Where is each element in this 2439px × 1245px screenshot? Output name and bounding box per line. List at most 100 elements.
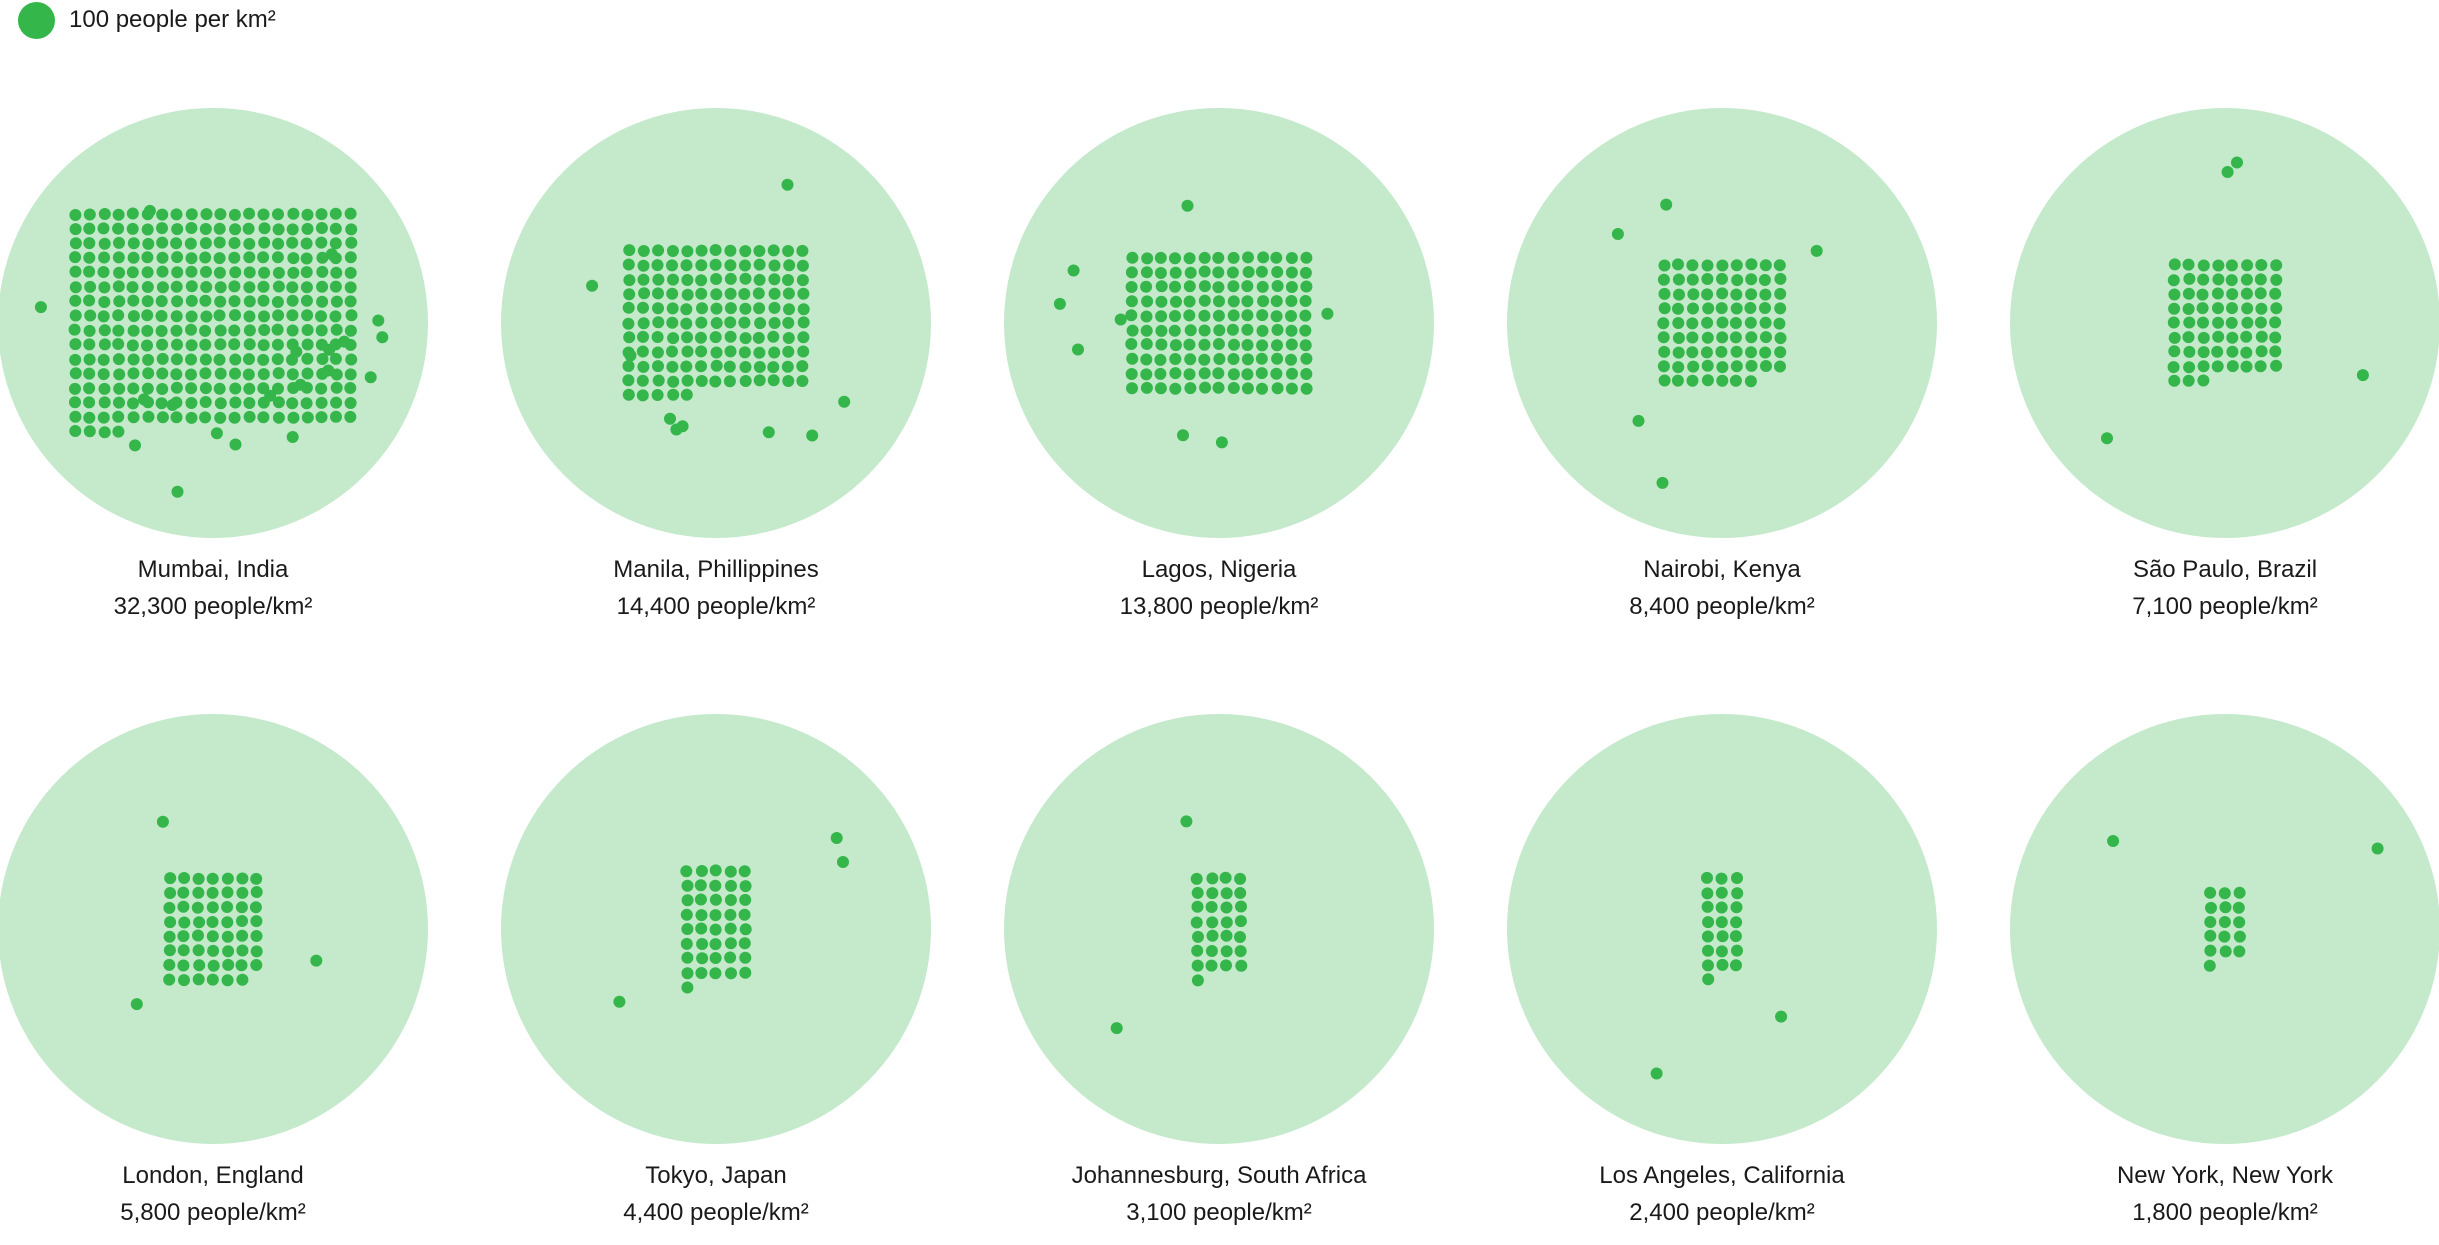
population-dot bbox=[739, 259, 751, 272]
population-dot bbox=[2167, 274, 2180, 287]
population-dot bbox=[156, 338, 169, 351]
population-dot bbox=[235, 901, 248, 914]
population-dot bbox=[192, 973, 205, 986]
population-dot bbox=[1126, 251, 1139, 264]
population-dot bbox=[1169, 280, 1181, 293]
population-dot bbox=[2212, 316, 2225, 329]
city-label: Johannesburg, South Africa 3,100 people/k… bbox=[1004, 1157, 1434, 1231]
population-dot bbox=[185, 222, 198, 234]
population-dot bbox=[1154, 367, 1167, 380]
population-dot bbox=[1687, 302, 1699, 315]
population-dot bbox=[127, 367, 140, 380]
population-dot bbox=[2205, 901, 2217, 914]
population-dot bbox=[667, 375, 680, 388]
population-dot bbox=[141, 295, 154, 308]
population-dot bbox=[1212, 251, 1225, 264]
population-dot bbox=[681, 288, 694, 301]
population-dot bbox=[171, 251, 184, 264]
population-dot bbox=[680, 908, 693, 921]
population-dot bbox=[315, 396, 328, 409]
population-dot bbox=[1759, 346, 1772, 359]
population-dot bbox=[345, 353, 358, 366]
population-dot bbox=[1744, 375, 1757, 388]
population-dot bbox=[1227, 280, 1240, 293]
population-dot bbox=[1227, 309, 1240, 322]
population-dot bbox=[1220, 929, 1233, 942]
population-dot bbox=[1220, 959, 1232, 972]
population-dot bbox=[329, 222, 342, 235]
population-dot bbox=[112, 353, 125, 366]
population-dot bbox=[1730, 345, 1743, 358]
population-dot bbox=[1206, 929, 1219, 942]
population-dot bbox=[127, 294, 140, 307]
population-dot bbox=[301, 367, 314, 380]
population-dot bbox=[69, 223, 82, 236]
population-dot bbox=[272, 396, 285, 409]
population-dot bbox=[141, 339, 153, 352]
population-dot bbox=[1702, 959, 1714, 972]
population-dot bbox=[694, 879, 707, 892]
population-dot bbox=[344, 368, 357, 381]
population-dot bbox=[1744, 316, 1757, 329]
population-dot bbox=[1155, 324, 1168, 337]
population-dot bbox=[228, 208, 241, 221]
population-dot bbox=[228, 324, 241, 337]
population-dot bbox=[1212, 281, 1225, 294]
population-dot bbox=[69, 209, 82, 221]
population-dot bbox=[185, 339, 198, 352]
city-label: Mumbai, India 32,300 people/km² bbox=[0, 551, 428, 625]
population-dot bbox=[126, 339, 139, 352]
population-dot bbox=[1730, 916, 1743, 929]
population-dot bbox=[2232, 901, 2245, 914]
population-dot bbox=[681, 274, 694, 286]
population-dot bbox=[294, 378, 307, 391]
population-dot bbox=[177, 900, 190, 913]
population-dot bbox=[1716, 316, 1729, 329]
city-dot-chart bbox=[501, 108, 931, 538]
population-dot bbox=[113, 295, 126, 308]
population-dot bbox=[193, 959, 206, 972]
population-dot bbox=[680, 317, 693, 330]
population-dot bbox=[2196, 302, 2209, 315]
population-dot bbox=[1299, 339, 1312, 352]
population-dot bbox=[315, 411, 328, 424]
city-density-value: 7,100 people/km² bbox=[2132, 593, 2318, 620]
population-dot bbox=[301, 324, 314, 336]
population-dot bbox=[724, 272, 737, 285]
population-dot bbox=[724, 302, 737, 315]
population-dot bbox=[214, 324, 227, 337]
population-dot bbox=[213, 236, 226, 249]
city-name: Tokyo, Japan bbox=[645, 1162, 787, 1189]
population-dot bbox=[1672, 346, 1685, 359]
population-dot bbox=[623, 274, 636, 287]
population-dot bbox=[1206, 872, 1219, 885]
population-dot bbox=[129, 439, 141, 452]
population-dot bbox=[613, 995, 626, 1008]
population-dot bbox=[330, 381, 343, 394]
population-dot bbox=[1220, 887, 1233, 900]
population-dot bbox=[782, 375, 795, 387]
population-dot bbox=[83, 265, 96, 278]
population-dot bbox=[753, 273, 766, 286]
population-dot bbox=[739, 375, 752, 387]
population-dot bbox=[170, 280, 183, 293]
population-dot bbox=[1212, 309, 1225, 322]
area-circle bbox=[0, 714, 428, 1144]
population-dot bbox=[2254, 360, 2267, 373]
population-dot bbox=[257, 280, 270, 293]
population-dot bbox=[206, 916, 219, 928]
population-dot bbox=[622, 258, 635, 271]
population-dot bbox=[141, 281, 154, 293]
population-dot bbox=[1205, 901, 1218, 913]
city-density-value: 8,400 people/km² bbox=[1629, 593, 1815, 620]
population-dot bbox=[163, 958, 176, 971]
population-dot bbox=[1125, 368, 1138, 380]
population-dot bbox=[69, 309, 82, 322]
population-dot bbox=[98, 208, 111, 220]
population-dot bbox=[1271, 323, 1284, 336]
population-dot bbox=[199, 367, 212, 380]
population-dot bbox=[724, 345, 737, 358]
population-dot bbox=[2255, 302, 2268, 315]
population-dot bbox=[112, 309, 125, 322]
area-circle bbox=[2010, 714, 2439, 1144]
